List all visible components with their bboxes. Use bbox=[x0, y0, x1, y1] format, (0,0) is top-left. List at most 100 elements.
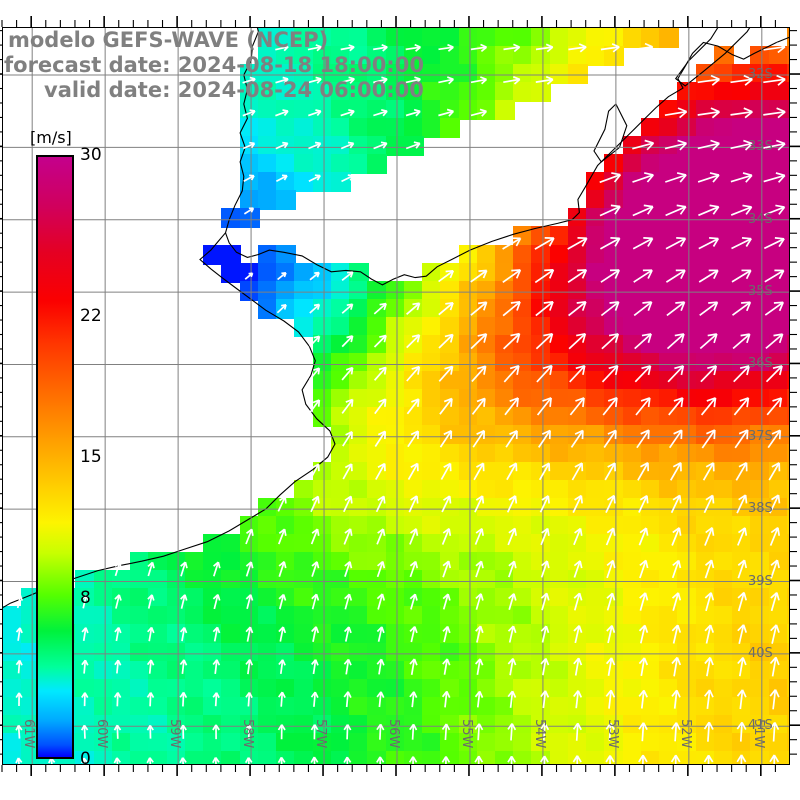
colorbar-units-label: [m/s] bbox=[30, 128, 72, 147]
wind-arrow bbox=[671, 624, 682, 644]
wind-arrow bbox=[572, 494, 583, 513]
wind-arrow bbox=[737, 624, 748, 644]
latitude-label: 37S bbox=[748, 428, 773, 444]
wind-arrow bbox=[277, 271, 287, 281]
wind-arrow bbox=[763, 237, 785, 250]
wind-arrow bbox=[442, 560, 452, 578]
wind-arrow bbox=[146, 692, 155, 707]
wind-arrow bbox=[278, 593, 287, 610]
wind-arrow bbox=[605, 494, 616, 513]
wind-arrow bbox=[602, 396, 618, 416]
wind-arrow bbox=[704, 592, 715, 612]
wind-arrow bbox=[245, 724, 253, 740]
wind-arrow bbox=[307, 76, 322, 84]
wind-arrow bbox=[470, 333, 488, 350]
wind-arrow bbox=[242, 141, 256, 150]
wind-arrow bbox=[440, 462, 452, 480]
wind-arrow bbox=[374, 430, 387, 447]
wind-arrow bbox=[245, 594, 254, 610]
wind-arrow bbox=[536, 364, 553, 383]
wind-arrow bbox=[730, 172, 753, 183]
wind-arrow bbox=[737, 591, 748, 612]
wind-arrow bbox=[704, 689, 714, 710]
wind-arrow bbox=[311, 593, 320, 610]
colorbar-gradient bbox=[36, 155, 74, 759]
wind-arrow bbox=[340, 141, 355, 150]
wind-arrow bbox=[16, 594, 24, 609]
wind-arrow bbox=[80, 724, 89, 739]
wind-arrow bbox=[408, 756, 418, 764]
wind-arrow bbox=[730, 74, 753, 86]
wind-arrow bbox=[599, 237, 621, 250]
wind-arrow bbox=[309, 303, 321, 314]
wind-arrow bbox=[442, 593, 451, 610]
wind-arrow bbox=[406, 398, 420, 415]
wind-arrow bbox=[309, 271, 320, 281]
wind-arrow bbox=[734, 429, 749, 449]
wind-arrow bbox=[310, 528, 320, 545]
wind-arrow bbox=[212, 626, 221, 642]
wind-arrow bbox=[507, 560, 517, 578]
wind-arrow bbox=[406, 334, 421, 349]
wind-arrow bbox=[309, 463, 320, 480]
wind-arrow bbox=[405, 108, 421, 117]
wind-arrow bbox=[212, 659, 221, 675]
wind-arrow bbox=[276, 303, 287, 314]
wind-arrow bbox=[343, 724, 352, 740]
wind-arrow bbox=[765, 333, 784, 350]
longitude-label: 52W bbox=[677, 719, 693, 749]
wind-arrow bbox=[535, 43, 554, 53]
wind-arrow bbox=[704, 559, 715, 579]
wind-arrow bbox=[344, 593, 353, 610]
wind-arrow bbox=[573, 625, 583, 644]
latitude-label: 38S bbox=[748, 501, 773, 517]
wind-arrow bbox=[767, 429, 782, 449]
wind-arrow bbox=[606, 592, 616, 611]
wind-arrow bbox=[769, 722, 780, 742]
wind-arrow bbox=[373, 44, 388, 52]
wind-arrow bbox=[665, 172, 687, 183]
wind-arrow bbox=[638, 657, 649, 677]
wind-arrow bbox=[474, 528, 484, 545]
wind-arrow bbox=[701, 429, 716, 449]
wind-arrow bbox=[539, 755, 549, 764]
wind-arrow bbox=[340, 76, 355, 84]
wind-arrow bbox=[506, 495, 518, 513]
wind-arrow bbox=[278, 528, 287, 545]
wind-arrow bbox=[15, 659, 23, 674]
wind-arrow bbox=[569, 364, 586, 383]
wind-arrow bbox=[409, 723, 418, 740]
wind-arrow bbox=[441, 756, 451, 764]
wind-arrow bbox=[373, 302, 387, 315]
wind-arrow bbox=[309, 399, 321, 414]
wind-arrow bbox=[244, 272, 254, 280]
wind-arrow bbox=[764, 301, 784, 316]
wind-arrow bbox=[146, 724, 154, 739]
wind-arrow bbox=[373, 108, 388, 117]
wind-arrow bbox=[502, 269, 522, 283]
wind-arrow bbox=[341, 366, 354, 381]
longitude-label: 60W bbox=[94, 719, 110, 749]
wind-arrow bbox=[343, 658, 352, 675]
wind-arrow bbox=[697, 107, 720, 119]
wind-arrow bbox=[442, 625, 451, 643]
wind-speed-heatmap bbox=[3, 28, 789, 764]
wind-arrow bbox=[665, 269, 686, 283]
wind-arrow bbox=[212, 757, 220, 764]
wind-arrow bbox=[15, 627, 23, 641]
wind-arrow bbox=[373, 366, 387, 381]
wind-arrow bbox=[342, 463, 353, 480]
wind-arrow bbox=[438, 301, 454, 316]
wind-arrow bbox=[407, 430, 420, 448]
wind-arrow bbox=[506, 462, 518, 481]
wind-arrow bbox=[572, 755, 582, 764]
wind-arrow bbox=[114, 561, 122, 577]
wind-arrow bbox=[503, 43, 521, 53]
wind-arrow bbox=[179, 626, 188, 642]
longitude-label: 56W bbox=[386, 719, 401, 749]
latitude-label: 40S bbox=[748, 645, 773, 661]
wind-arrow bbox=[311, 626, 320, 642]
wind-arrow bbox=[505, 430, 518, 448]
wind-arrow bbox=[638, 624, 649, 644]
wind-arrow bbox=[471, 365, 487, 383]
